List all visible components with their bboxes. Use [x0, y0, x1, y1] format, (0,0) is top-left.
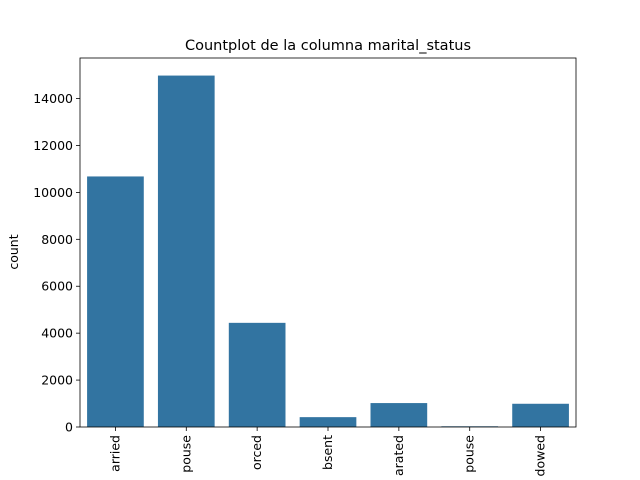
bar-0	[87, 176, 144, 427]
x-axis-ticks: arried pouse orced bsent arated pouse dowed	[107, 427, 548, 476]
x-tick-label-4: arated	[391, 435, 406, 476]
x-tick-label-0: arried	[107, 435, 122, 472]
y-axis-label: count	[6, 234, 21, 269]
bar-6	[512, 403, 569, 427]
chart-title: Countplot de la columna marital_status	[185, 38, 471, 54]
x-tick-label-5: pouse	[462, 435, 477, 473]
bars-group	[87, 75, 569, 427]
y-tick-label-2: 4000	[41, 326, 73, 341]
x-tick-label-2: orced	[249, 435, 264, 470]
y-tick-label-0: 0	[65, 420, 73, 435]
y-tick-label-7: 14000	[33, 91, 73, 106]
plot-frame	[79, 57, 577, 428]
x-tick-label-1: pouse	[178, 435, 193, 473]
y-tick-label-5: 10000	[33, 185, 73, 200]
y-axis-ticks: 0 2000 4000 6000 8000 10000 12000 14000	[33, 91, 80, 435]
y-tick-label-3: 6000	[41, 279, 73, 294]
y-tick-label-4: 8000	[41, 232, 73, 247]
bar-2	[228, 322, 286, 427]
bar-4	[370, 403, 428, 427]
y-tick-label-6: 12000	[33, 138, 73, 153]
y-tick-label-1: 2000	[41, 373, 73, 388]
bar-3	[299, 417, 357, 427]
x-tick-label-6: dowed	[533, 435, 548, 476]
x-tick-label-3: bsent	[320, 435, 335, 470]
bar-1	[157, 75, 215, 427]
